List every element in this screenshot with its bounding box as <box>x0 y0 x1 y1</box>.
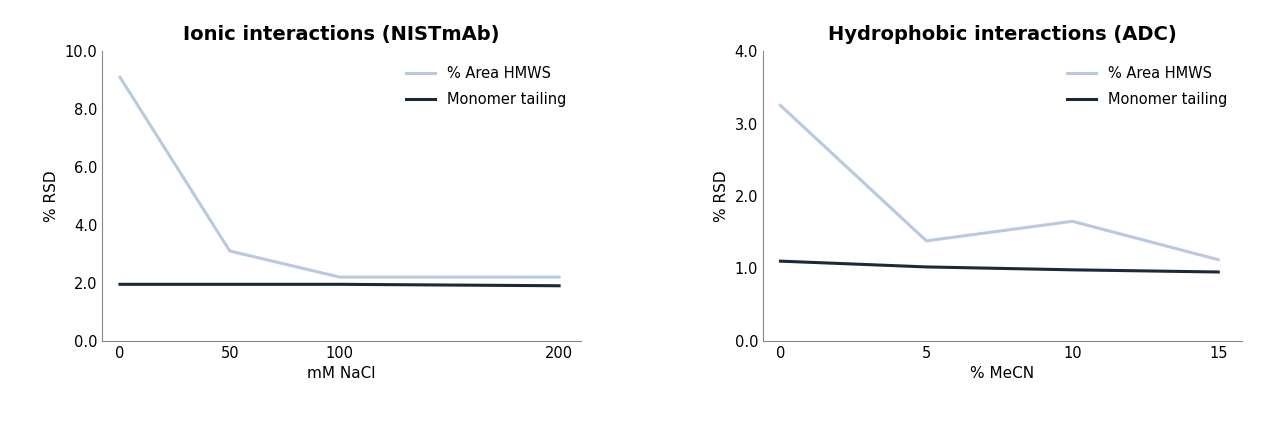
Monomer tailing <box>332 282 347 287</box>
% Area HMWS <box>221 248 237 253</box>
Title: Hydrophobic interactions (ADC): Hydrophobic interactions (ADC) <box>828 25 1176 44</box>
Line: Monomer tailing: Monomer tailing <box>120 284 559 286</box>
Line: % Area HMWS: % Area HMWS <box>120 77 559 277</box>
Monomer tailing <box>221 282 237 287</box>
% Area HMWS <box>773 103 788 108</box>
Monomer tailing <box>1211 269 1226 274</box>
Monomer tailing <box>552 283 567 288</box>
% Area HMWS <box>1065 219 1080 224</box>
% Area HMWS <box>1211 257 1226 262</box>
Legend: % Area HMWS, Monomer tailing: % Area HMWS, Monomer tailing <box>1060 58 1234 115</box>
% Area HMWS <box>552 274 567 279</box>
Monomer tailing <box>113 282 128 287</box>
Monomer tailing <box>773 259 788 264</box>
Y-axis label: % RSD: % RSD <box>45 170 59 222</box>
Monomer tailing <box>1065 267 1080 272</box>
Line: % Area HMWS: % Area HMWS <box>781 105 1219 260</box>
Line: Monomer tailing: Monomer tailing <box>781 261 1219 272</box>
X-axis label: % MeCN: % MeCN <box>970 366 1034 381</box>
% Area HMWS <box>919 238 934 243</box>
Monomer tailing <box>919 265 934 270</box>
Y-axis label: % RSD: % RSD <box>714 170 730 222</box>
X-axis label: mM NaCl: mM NaCl <box>307 366 376 381</box>
Legend: % Area HMWS, Monomer tailing: % Area HMWS, Monomer tailing <box>399 58 573 115</box>
% Area HMWS <box>113 75 128 80</box>
% Area HMWS <box>332 274 347 279</box>
Title: Ionic interactions (NISTmAb): Ionic interactions (NISTmAb) <box>183 25 500 44</box>
